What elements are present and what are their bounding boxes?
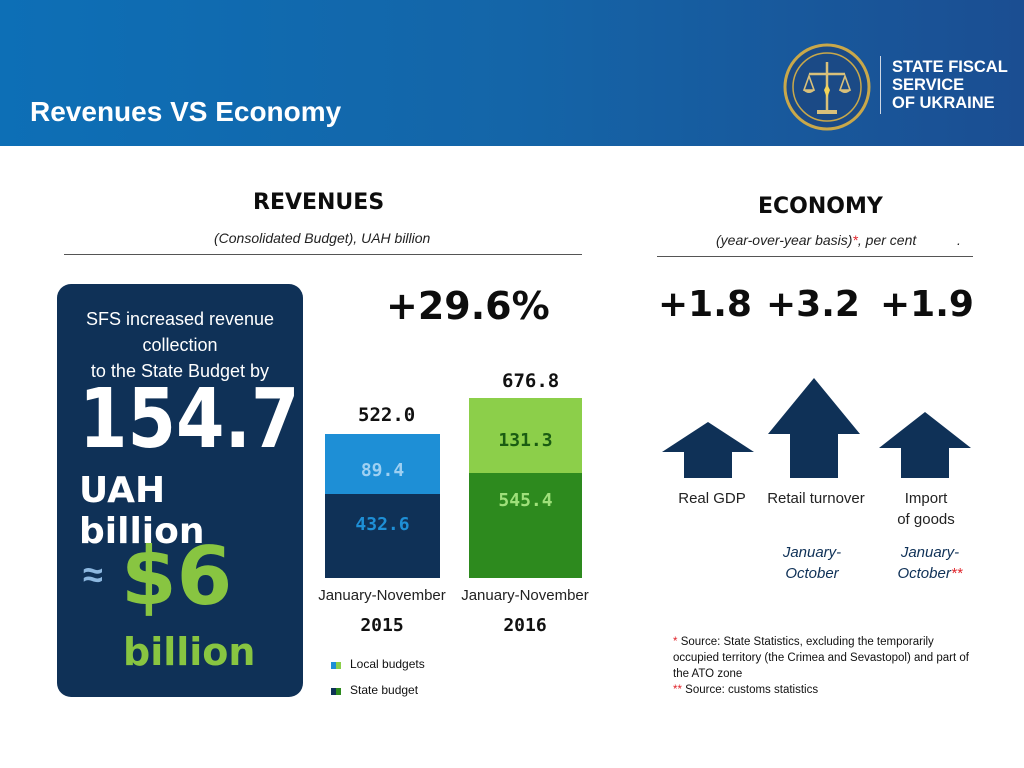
bar-local-2016 (469, 398, 582, 473)
legend-swatch-local (331, 662, 341, 669)
logo-text-line-2: SERVICE (892, 76, 965, 94)
usd-unit: billion (123, 630, 256, 674)
bar-year-2016: 2016 (503, 615, 547, 636)
retail-period-line-1: January- (782, 544, 842, 561)
import-period-line-2: October** (880, 563, 980, 584)
header-banner: Revenues VS Economy STATE FISCAL SERVICE… (0, 0, 1024, 146)
revenue-highlight-box: SFS increased revenue collection to the … (57, 284, 303, 697)
bar-local-value-2016: 131.3 (498, 430, 553, 451)
logo-text-line-1: STATE FISCAL (892, 58, 1008, 76)
gdp-label-line-1: Real GDP (678, 490, 746, 507)
revenues-rule (64, 254, 582, 255)
import-label-line-2: of goods (897, 511, 955, 528)
economy-subtitle-dot: . (957, 232, 961, 248)
logo-text: STATE FISCAL SERVICE OF UKRAINE (892, 58, 1008, 112)
bar-period-2016: January-November (461, 587, 589, 604)
economy-subtitle-main: (year-over-year basis) (716, 232, 853, 248)
economy-subtitle: (year-over-year basis)*, per cent (716, 232, 916, 248)
bar-state-2016 (469, 473, 582, 578)
retail-period: January- October (762, 542, 862, 584)
usd-amount: $6 (121, 530, 233, 623)
bar-state-value-2015: 432.6 (355, 514, 410, 535)
revenue-growth-percent: +29.6% (386, 284, 550, 328)
bar-total-2015: 522.0 (358, 404, 416, 426)
bar-state-2015 (325, 494, 440, 578)
page-title: Revenues VS Economy (30, 96, 342, 127)
logo-divider (880, 56, 881, 114)
economy-subtitle-rest: , per cent (857, 232, 917, 248)
retail-label-line-1: Retail turnover (767, 490, 865, 507)
retail-label: Retail turnover (756, 488, 876, 509)
footnote-2: ** Source: customs statistics (673, 682, 983, 698)
bar-year-2015: 2015 (360, 615, 404, 636)
import-period-line-1: January- (900, 544, 960, 561)
import-period-month: October (897, 565, 951, 582)
retail-up-arrow-icon (768, 378, 860, 478)
revenues-title: REVENUES (253, 190, 385, 215)
import-label-line-1: Import (904, 490, 948, 507)
import-value: +1.9 (880, 284, 974, 325)
bar-local-value-2015: 89.4 (360, 460, 405, 481)
footnote-1: * Source: State Statistics, excluding th… (673, 634, 983, 682)
footnote-1-mark: * (673, 636, 678, 648)
legend-swatch-state (331, 688, 341, 695)
bar-state-value-2016: 545.4 (498, 490, 553, 511)
gdp-label: Real GDP (652, 488, 772, 509)
highlight-intro: SFS increased revenue collection to the … (57, 306, 303, 384)
footnote-2-mark: ** (673, 684, 682, 696)
economy-footnotes: * Source: State Statistics, excluding th… (673, 634, 983, 698)
economy-subtitle-star: * (852, 232, 858, 248)
gdp-up-arrow-icon (662, 422, 754, 478)
footnote-2-text: Source: customs statistics (685, 684, 819, 696)
legend-label-local: Local budgets (350, 657, 425, 671)
import-period: January- October** (880, 542, 980, 584)
retail-period-line-2: October (785, 565, 839, 582)
scales-of-justice-emblem-icon (783, 43, 871, 131)
gdp-value: +1.8 (658, 284, 752, 325)
retail-value: +3.2 (766, 284, 860, 325)
economy-rule (657, 256, 973, 257)
import-period-mark: ** (950, 565, 963, 582)
revenues-subtitle: (Consolidated Budget), UAH billion (214, 230, 431, 246)
highlight-line-1: SFS increased revenue collection (85, 309, 275, 355)
revenue-increase-unit: UAH billion (79, 470, 205, 552)
import-up-arrow-icon (879, 412, 971, 478)
legend-label-state: State budget (350, 683, 419, 697)
footnote-1-text: Source: State Statistics, excluding the … (673, 636, 969, 680)
import-label: Import of goods (866, 488, 986, 530)
bar-local-2015 (325, 434, 440, 494)
bar-total-2016: 676.8 (502, 370, 560, 392)
economy-title: ECONOMY (758, 194, 883, 219)
revenue-increase-amount: 154.7 (79, 372, 300, 467)
approx-sign: ≈ (83, 554, 103, 595)
logo-text-line-3: OF UKRAINE (892, 94, 995, 112)
bar-period-2015: January-November (318, 587, 446, 604)
highlight-line-2: to the State Budget by (90, 361, 270, 381)
